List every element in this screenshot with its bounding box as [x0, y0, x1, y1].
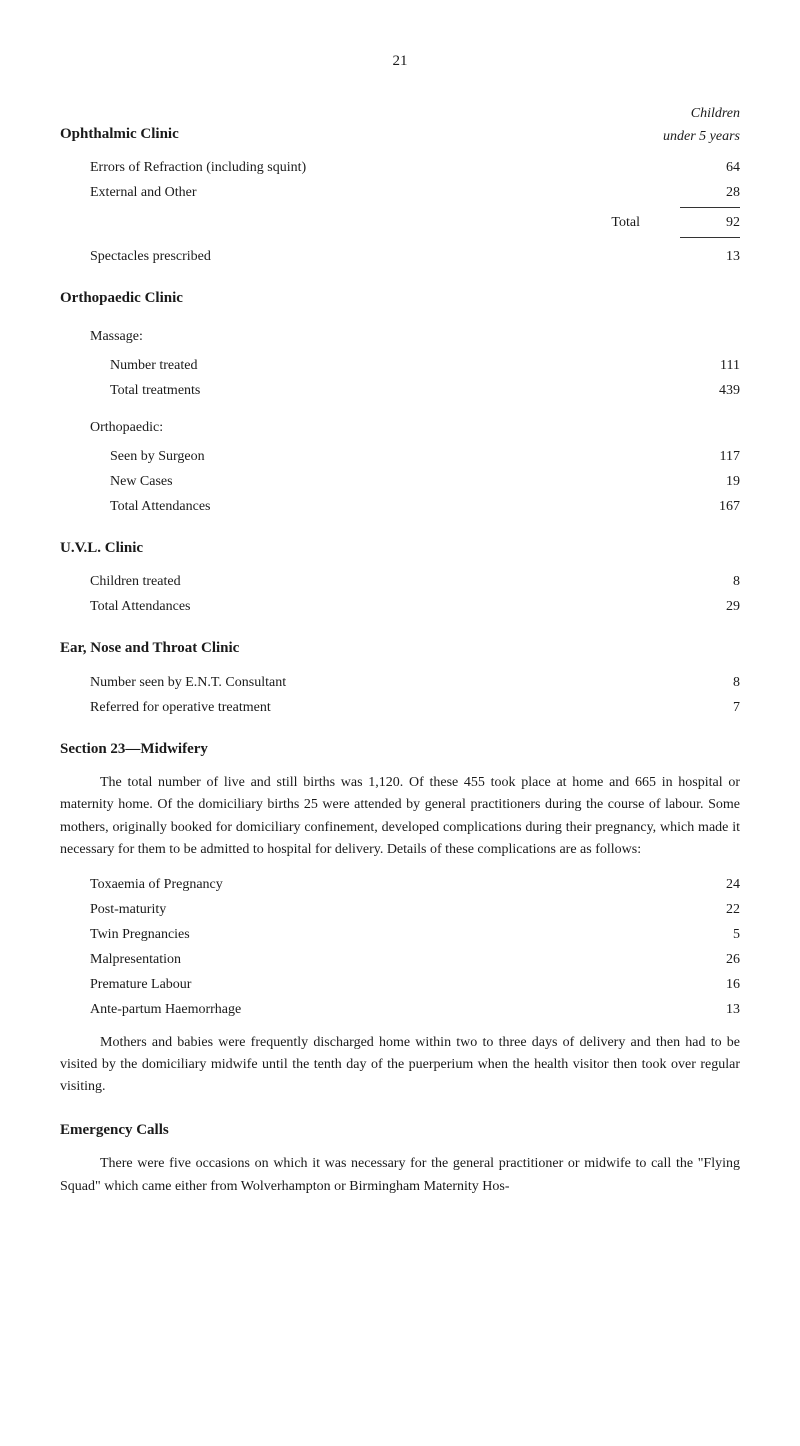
- row-label: Total treatments: [110, 380, 680, 401]
- row-label: Children treated: [90, 571, 680, 592]
- row-label: Malpresentation: [90, 949, 680, 970]
- massage-subheading: Massage:: [60, 326, 740, 347]
- row-value: 24: [680, 874, 740, 895]
- row-label: Twin Pregnancies: [90, 924, 680, 945]
- row-label: Number seen by E.N.T. Consultant: [90, 672, 680, 693]
- row-value: 7: [680, 697, 740, 718]
- data-row: Errors of Refraction (including squint) …: [60, 157, 740, 178]
- row-value: 8: [680, 672, 740, 693]
- data-row: Seen by Surgeon 117: [60, 446, 740, 467]
- row-value: 19: [680, 471, 740, 492]
- row-label: External and Other: [90, 182, 680, 203]
- orthopaedic-subheading: Orthopaedic:: [60, 417, 740, 438]
- row-value: 13: [680, 246, 740, 267]
- row-label: Total Attendances: [110, 496, 680, 517]
- row-label: Spectacles prescribed: [90, 246, 680, 267]
- row-value: 439: [680, 380, 740, 401]
- data-row: Number treated 111: [60, 355, 740, 376]
- column-header-2: under 5 years: [663, 126, 740, 147]
- row-value: 5: [680, 924, 740, 945]
- uvl-heading: U.V.L. Clinic: [60, 537, 740, 560]
- data-row: Children treated 8: [60, 571, 740, 592]
- data-row: Malpresentation 26: [60, 949, 740, 970]
- data-row: Post-maturity 22: [60, 899, 740, 920]
- row-label: Toxaemia of Pregnancy: [90, 874, 680, 895]
- row-value: 8: [680, 571, 740, 592]
- row-value: 28: [680, 182, 740, 203]
- row-value: 167: [680, 496, 740, 517]
- row-label: Premature Labour: [90, 974, 680, 995]
- divider: [680, 237, 740, 238]
- data-row: Total Attendances 29: [60, 596, 740, 617]
- orthopaedic-heading: Orthopaedic Clinic: [60, 287, 740, 310]
- page-number: 21: [60, 50, 740, 73]
- midwifery-heading: Section 23—Midwifery: [60, 738, 740, 761]
- ophthalmic-heading: Ophthalmic Clinic: [60, 123, 179, 146]
- data-row: Total treatments 439: [60, 380, 740, 401]
- midwifery-paragraph-2: Mothers and babies were frequently disch…: [60, 1032, 740, 1099]
- row-value: 29: [680, 596, 740, 617]
- data-row: Number seen by E.N.T. Consultant 8: [60, 672, 740, 693]
- data-row: New Cases 19: [60, 471, 740, 492]
- row-label: New Cases: [110, 471, 680, 492]
- row-label: Errors of Refraction (including squint): [90, 157, 680, 178]
- data-row: Premature Labour 16: [60, 974, 740, 995]
- midwifery-paragraph: The total number of live and still birth…: [60, 772, 740, 862]
- emergency-paragraph: There were five occasions on which it wa…: [60, 1153, 740, 1198]
- emergency-heading: Emergency Calls: [60, 1119, 740, 1142]
- row-label: Post-maturity: [90, 899, 680, 920]
- data-row: Spectacles prescribed 13: [60, 246, 740, 267]
- data-row: Ante-partum Haemorrhage 13: [60, 999, 740, 1020]
- total-row: Total 92: [60, 212, 740, 233]
- data-row: Total Attendances 167: [60, 496, 740, 517]
- ent-heading: Ear, Nose and Throat Clinic: [60, 637, 740, 660]
- row-label: Seen by Surgeon: [110, 446, 680, 467]
- row-value: 64: [680, 157, 740, 178]
- row-value: 16: [680, 974, 740, 995]
- row-value: 117: [680, 446, 740, 467]
- column-header-1: Children: [663, 103, 740, 124]
- divider: [680, 207, 740, 208]
- total-value: 92: [680, 212, 740, 233]
- data-row: External and Other 28: [60, 182, 740, 203]
- row-label: Number treated: [110, 355, 680, 376]
- row-label: Referred for operative treatment: [90, 697, 680, 718]
- data-row: Twin Pregnancies 5: [60, 924, 740, 945]
- row-value: 26: [680, 949, 740, 970]
- row-label: Total Attendances: [90, 596, 680, 617]
- row-value: 22: [680, 899, 740, 920]
- total-label: Total: [60, 212, 680, 233]
- data-row: Toxaemia of Pregnancy 24: [60, 874, 740, 895]
- row-value: 111: [680, 355, 740, 376]
- data-row: Referred for operative treatment 7: [60, 697, 740, 718]
- row-label: Ante-partum Haemorrhage: [90, 999, 680, 1020]
- row-value: 13: [680, 999, 740, 1020]
